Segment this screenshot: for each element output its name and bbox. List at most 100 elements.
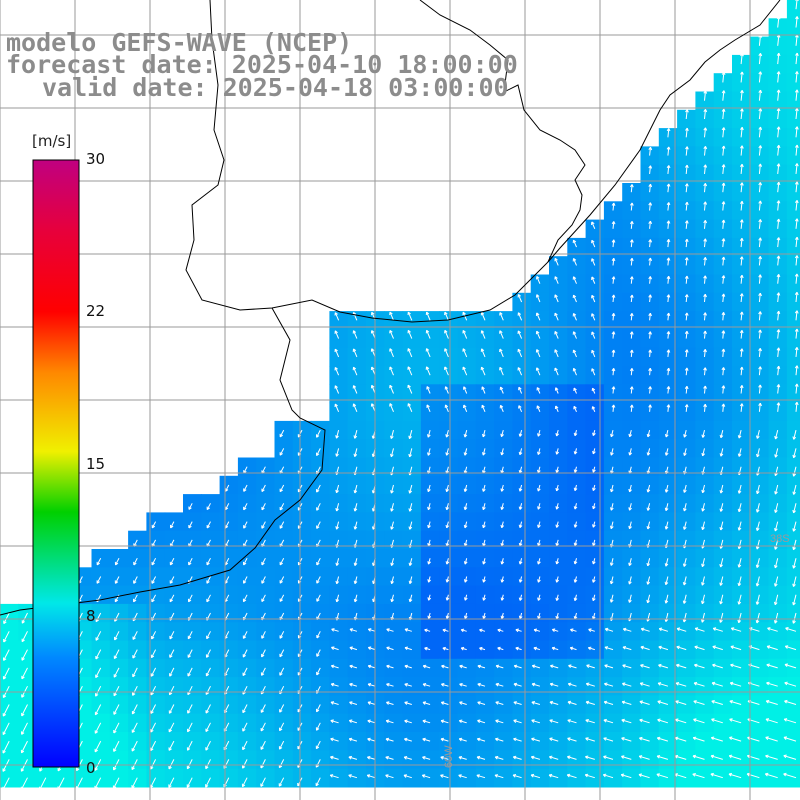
- wind-arrow-head: [719, 434, 722, 438]
- wind-arrow-head: [759, 237, 762, 241]
- wind-cell: [603, 201, 623, 221]
- wind-cell: [768, 201, 788, 221]
- wind-arrow: [96, 576, 102, 584]
- wind-cell: [768, 329, 788, 349]
- wind-arrow-head: [500, 433, 502, 437]
- wind-cell: [713, 201, 733, 221]
- wind-arrow: [783, 773, 797, 779]
- wind-arrow-head: [796, 401, 799, 406]
- wind-cell: [677, 201, 696, 221]
- wind-arrow-head: [609, 580, 612, 585]
- wind-arrow-head: [639, 718, 643, 721]
- wind-arrow-head: [463, 561, 466, 565]
- wind-arrow: [591, 313, 596, 321]
- wind-arrow-head: [592, 469, 594, 473]
- wind-arrow: [649, 257, 651, 266]
- wind-arrow-head: [759, 200, 763, 204]
- wind-arrow: [279, 448, 285, 456]
- wind-arrow-head: [426, 329, 430, 333]
- wind-arrow: [531, 738, 541, 742]
- wind-arrow-head: [729, 718, 733, 720]
- wind-arrow-head: [531, 719, 535, 721]
- wind-arrow: [3, 612, 10, 624]
- wind-arrow-head: [463, 579, 466, 583]
- wind-arrow: [536, 276, 541, 284]
- wind-arrow: [570, 647, 577, 651]
- wind-arrow: [554, 312, 559, 321]
- wind-arrow: [550, 683, 559, 687]
- wind-cell: [457, 347, 477, 367]
- wind-arrow-head: [372, 598, 374, 602]
- wind-arrow: [647, 484, 651, 493]
- wind-arrow: [331, 646, 339, 651]
- wind-arrow: [21, 649, 28, 661]
- wind-arrow-head: [649, 220, 653, 225]
- wind-cell: [768, 402, 788, 422]
- wind-arrow-head: [404, 628, 409, 630]
- wind-arrow-head: [462, 348, 466, 351]
- wind-arrow: [261, 521, 266, 529]
- wind-arrow-head: [796, 310, 799, 314]
- wind-cell: [713, 695, 733, 715]
- wind-arrow-head: [741, 164, 744, 168]
- wind-arrow-head: [426, 386, 430, 389]
- wind-cell: [347, 658, 367, 678]
- wind-arrow-head: [778, 52, 781, 57]
- wind-arrow-head: [334, 385, 338, 388]
- wind-arrow: [224, 649, 230, 658]
- wind-arrow: [758, 71, 761, 83]
- wind-cell: [713, 128, 733, 147]
- wind-arrow-head: [441, 701, 445, 703]
- wind-arrow-head: [463, 452, 466, 456]
- wind-arrow: [676, 664, 687, 669]
- wind-arrow: [704, 164, 706, 174]
- wind-arrow-head: [570, 628, 574, 630]
- wind-arrow: [426, 404, 431, 412]
- wind-arrow-head: [683, 452, 685, 456]
- wind-arrow-head: [549, 719, 553, 721]
- wind-arrow: [554, 331, 559, 339]
- wind-arrow: [777, 255, 780, 266]
- wind-arrow-head: [778, 237, 781, 241]
- wind-arrow: [367, 701, 376, 705]
- wind-arrow: [722, 312, 725, 321]
- wind-arrow: [169, 631, 175, 640]
- wind-arrow-head: [756, 490, 758, 494]
- wind-arrow: [446, 503, 449, 510]
- wind-cell: [457, 384, 477, 404]
- wind-arrow-head: [371, 490, 374, 494]
- wind-cell: [786, 732, 800, 751]
- wind-cell: [512, 640, 532, 660]
- wind-cell: [658, 750, 678, 770]
- wind-arrow-head: [353, 435, 356, 439]
- wind-cell: [750, 658, 770, 678]
- wind-arrow: [630, 313, 633, 321]
- wind-arrow-head: [408, 526, 411, 530]
- wind-arrow-head: [755, 583, 758, 587]
- wind-cell: [732, 384, 751, 404]
- wind-cell: [640, 164, 660, 184]
- wind-cell: [640, 384, 660, 404]
- wind-arrow-head: [668, 165, 671, 169]
- wind-cell: [713, 256, 733, 276]
- wind-arrow-head: [723, 348, 726, 352]
- wind-cell: [475, 311, 495, 330]
- wind-arrow-head: [407, 329, 411, 333]
- wind-arrow-head: [631, 239, 634, 243]
- wind-arrow: [224, 557, 230, 566]
- wind-cell: [658, 292, 678, 312]
- wind-arrow: [519, 429, 523, 437]
- wind-arrow: [426, 348, 431, 358]
- wind-arrow-head: [778, 108, 781, 112]
- wind-arrow: [114, 576, 120, 584]
- wind-arrow: [501, 466, 504, 474]
- wind-cell: [677, 109, 696, 129]
- wind-arrow: [774, 503, 779, 513]
- colorbar: [32, 159, 80, 768]
- wind-arrow: [261, 539, 266, 547]
- wind-arrow-head: [550, 664, 554, 667]
- wind-cell: [585, 640, 605, 660]
- wind-arrow: [349, 647, 358, 651]
- wind-arrow: [21, 740, 28, 754]
- wind-cell: [732, 274, 751, 294]
